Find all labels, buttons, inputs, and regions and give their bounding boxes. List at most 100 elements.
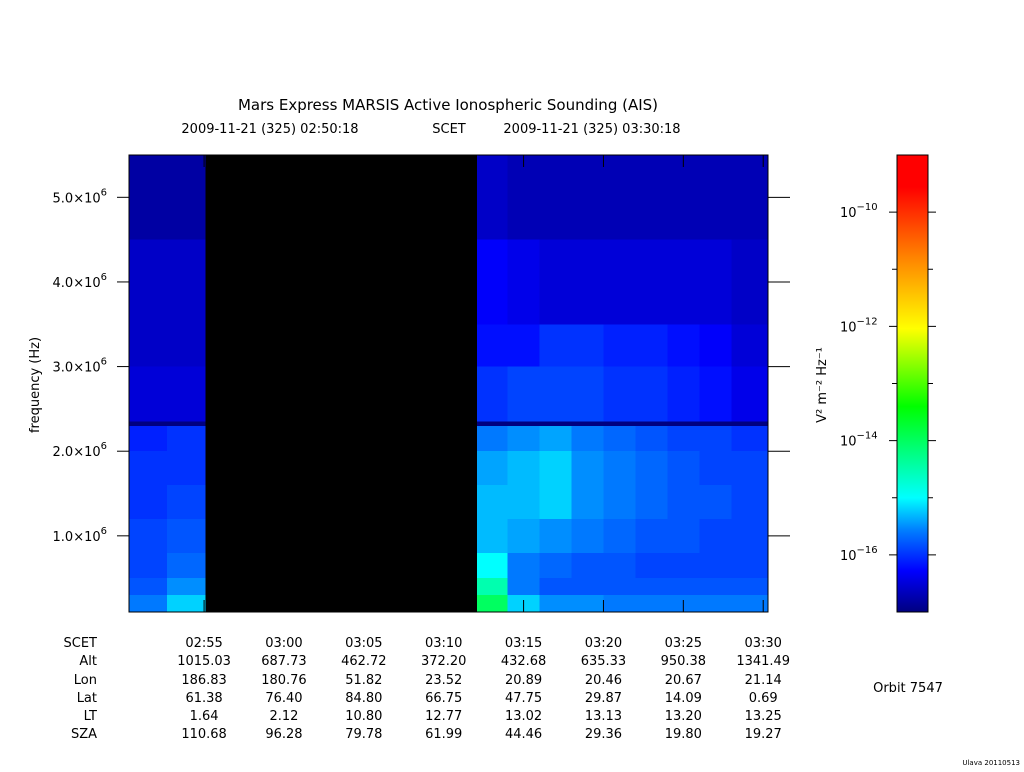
heat-cell [539, 155, 572, 240]
heat-cell [476, 518, 508, 553]
heat-cell [635, 366, 668, 422]
heat-cell [635, 485, 668, 519]
heat-cell [129, 578, 167, 596]
heat-cell [731, 421, 768, 426]
ephemeris-value: 23.52 [425, 673, 462, 688]
heat-cell [603, 421, 636, 426]
heat-cell [166, 451, 206, 486]
heat-cell [571, 366, 604, 422]
heat-cell [507, 518, 540, 553]
heat-cell [571, 595, 604, 612]
heat-cell [603, 155, 636, 240]
heat-cell [129, 324, 167, 367]
x-tick-label: 03:25 [665, 636, 702, 651]
heat-cell [667, 366, 700, 422]
heat-cell [539, 324, 572, 367]
heat-cell [476, 324, 508, 367]
ephemeris-value: 462.72 [341, 654, 387, 669]
heat-cell [635, 324, 668, 367]
ephemeris-value: 19.80 [665, 727, 702, 742]
heat-cell [129, 425, 167, 452]
heat-cell [667, 518, 700, 553]
ephemeris-value: 96.28 [265, 727, 302, 742]
heat-cell [731, 155, 768, 240]
heat-cell [129, 366, 167, 422]
heat-cell [699, 324, 732, 367]
heat-cell [635, 421, 668, 426]
heat-cell [539, 578, 572, 596]
footer: Ulava 20110513 [962, 759, 1020, 767]
y-axis-label: frequency (Hz) [28, 337, 43, 433]
x-tick-label: 02:55 [185, 636, 222, 651]
ephemeris-value: 687.73 [261, 654, 307, 669]
heat-cell [476, 425, 508, 452]
ephemeris-value: 1.64 [190, 709, 219, 724]
heat-cell [507, 578, 540, 596]
heat-cell [603, 485, 636, 519]
heat-cell [166, 239, 206, 325]
heat-cell [699, 578, 732, 596]
heat-cell [539, 239, 572, 325]
heat-cell [166, 552, 206, 579]
heat-cell [635, 451, 668, 486]
heat-cell [699, 518, 732, 553]
heat-cell [166, 518, 206, 553]
heat-cell [667, 451, 700, 486]
heat-cell [476, 578, 508, 596]
heat-cell [571, 425, 604, 452]
chart-title: Mars Express MARSIS Active Ionospheric S… [238, 96, 658, 114]
heat-cell [667, 324, 700, 367]
colorbar-tick-label-base: 10 [840, 549, 857, 564]
heat-cell [603, 578, 636, 596]
x-tick-label: 03:05 [345, 636, 382, 651]
ephemeris-row-label: SZA [71, 727, 97, 742]
y-tick-label-exponent: 6 [101, 441, 107, 452]
plot-frame [128, 154, 769, 613]
y-tick-label-exponent: 6 [101, 357, 107, 368]
heat-cell [539, 518, 572, 553]
heat-cell [129, 239, 167, 325]
heat-cell [731, 485, 768, 519]
heat-cell [539, 595, 572, 612]
ephemeris-value: 950.38 [661, 654, 707, 669]
colorbar-tick-label-exponent: −14 [857, 431, 878, 442]
heat-cell [166, 425, 206, 452]
heat-cell [603, 518, 636, 553]
heat-cell [166, 595, 206, 612]
heat-cell [476, 421, 508, 426]
colorbar-tick-label-exponent: −16 [857, 545, 878, 556]
heat-cell [507, 421, 540, 426]
heat-cell [476, 552, 508, 579]
heat-cell [129, 518, 167, 553]
ephemeris-value: 432.68 [501, 654, 547, 669]
heat-cell [476, 366, 508, 422]
heat-cell [129, 595, 167, 612]
x-tick-label: 03:00 [265, 636, 302, 651]
ephemeris-row-label: Lon [74, 673, 97, 688]
heat-cell [603, 595, 636, 612]
heat-cell [571, 451, 604, 486]
ephemeris-value: 635.33 [581, 654, 627, 669]
heat-cell [166, 324, 206, 367]
colorbar-tick-label: 10−16 [840, 545, 878, 564]
heat-cell [731, 595, 768, 612]
heat-cell [635, 239, 668, 325]
x-tick-label: 03:15 [505, 636, 542, 651]
ephemeris-value: 61.38 [185, 691, 222, 706]
y-tick-label-exponent: 6 [101, 272, 107, 283]
heat-cell [507, 425, 540, 452]
heat-cell [667, 425, 700, 452]
heat-cell [129, 155, 167, 240]
ephemeris-row-label: Lat [77, 691, 97, 706]
ephemeris-row-label: Alt [79, 654, 97, 669]
ephemeris-value: 10.80 [345, 709, 382, 724]
ephemeris-value: 12.77 [425, 709, 462, 724]
heat-cell [635, 552, 668, 579]
ephemeris-value: 14.09 [665, 691, 702, 706]
heat-cell [476, 595, 508, 612]
heat-cell [603, 366, 636, 422]
colorbar-label: V² m⁻² Hz⁻¹ [815, 347, 830, 423]
ephemeris-value: 21.14 [745, 673, 782, 688]
y-tick-label-base: 2.0×10 [53, 445, 101, 460]
heat-cell [571, 239, 604, 325]
